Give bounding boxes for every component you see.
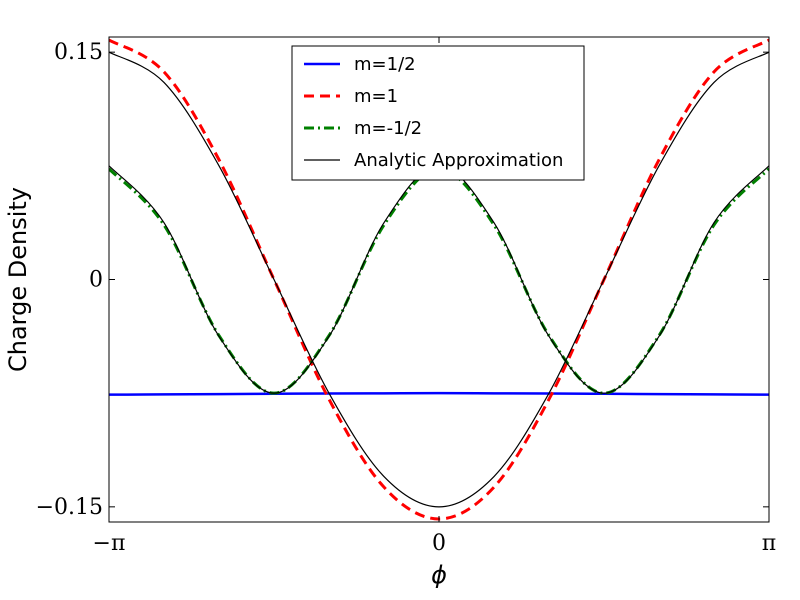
- series-line-4: [109, 51, 769, 508]
- legend-label: m=-1/2: [354, 118, 422, 139]
- legend-label: Analytic Approximation: [354, 150, 563, 171]
- ticks: [108, 37, 770, 522]
- x-tick-label: −π: [93, 531, 126, 556]
- legend-label: m=1/2: [354, 54, 416, 75]
- x-tick-label: π: [762, 531, 776, 556]
- tick-labels: −π 0 π −0.15 0 0.15: [36, 40, 777, 556]
- y-tick-label: 0: [89, 268, 103, 293]
- series-line-3: [109, 167, 769, 395]
- legend-box: [291, 45, 585, 181]
- legend-label: m=1: [354, 86, 398, 107]
- x-axis-label: ϕ: [431, 561, 447, 589]
- y-tick-label: −0.15: [36, 495, 103, 520]
- legend: m=1/2 m=1 m=-1/2 Analytic Approximation: [291, 45, 585, 181]
- y-axis-label: Charge Density: [4, 187, 32, 372]
- series-line-1: [109, 391, 769, 396]
- y-tick-label: 0.15: [54, 40, 103, 65]
- series-line-5: [109, 165, 769, 394]
- x-tick-label: 0: [432, 531, 446, 556]
